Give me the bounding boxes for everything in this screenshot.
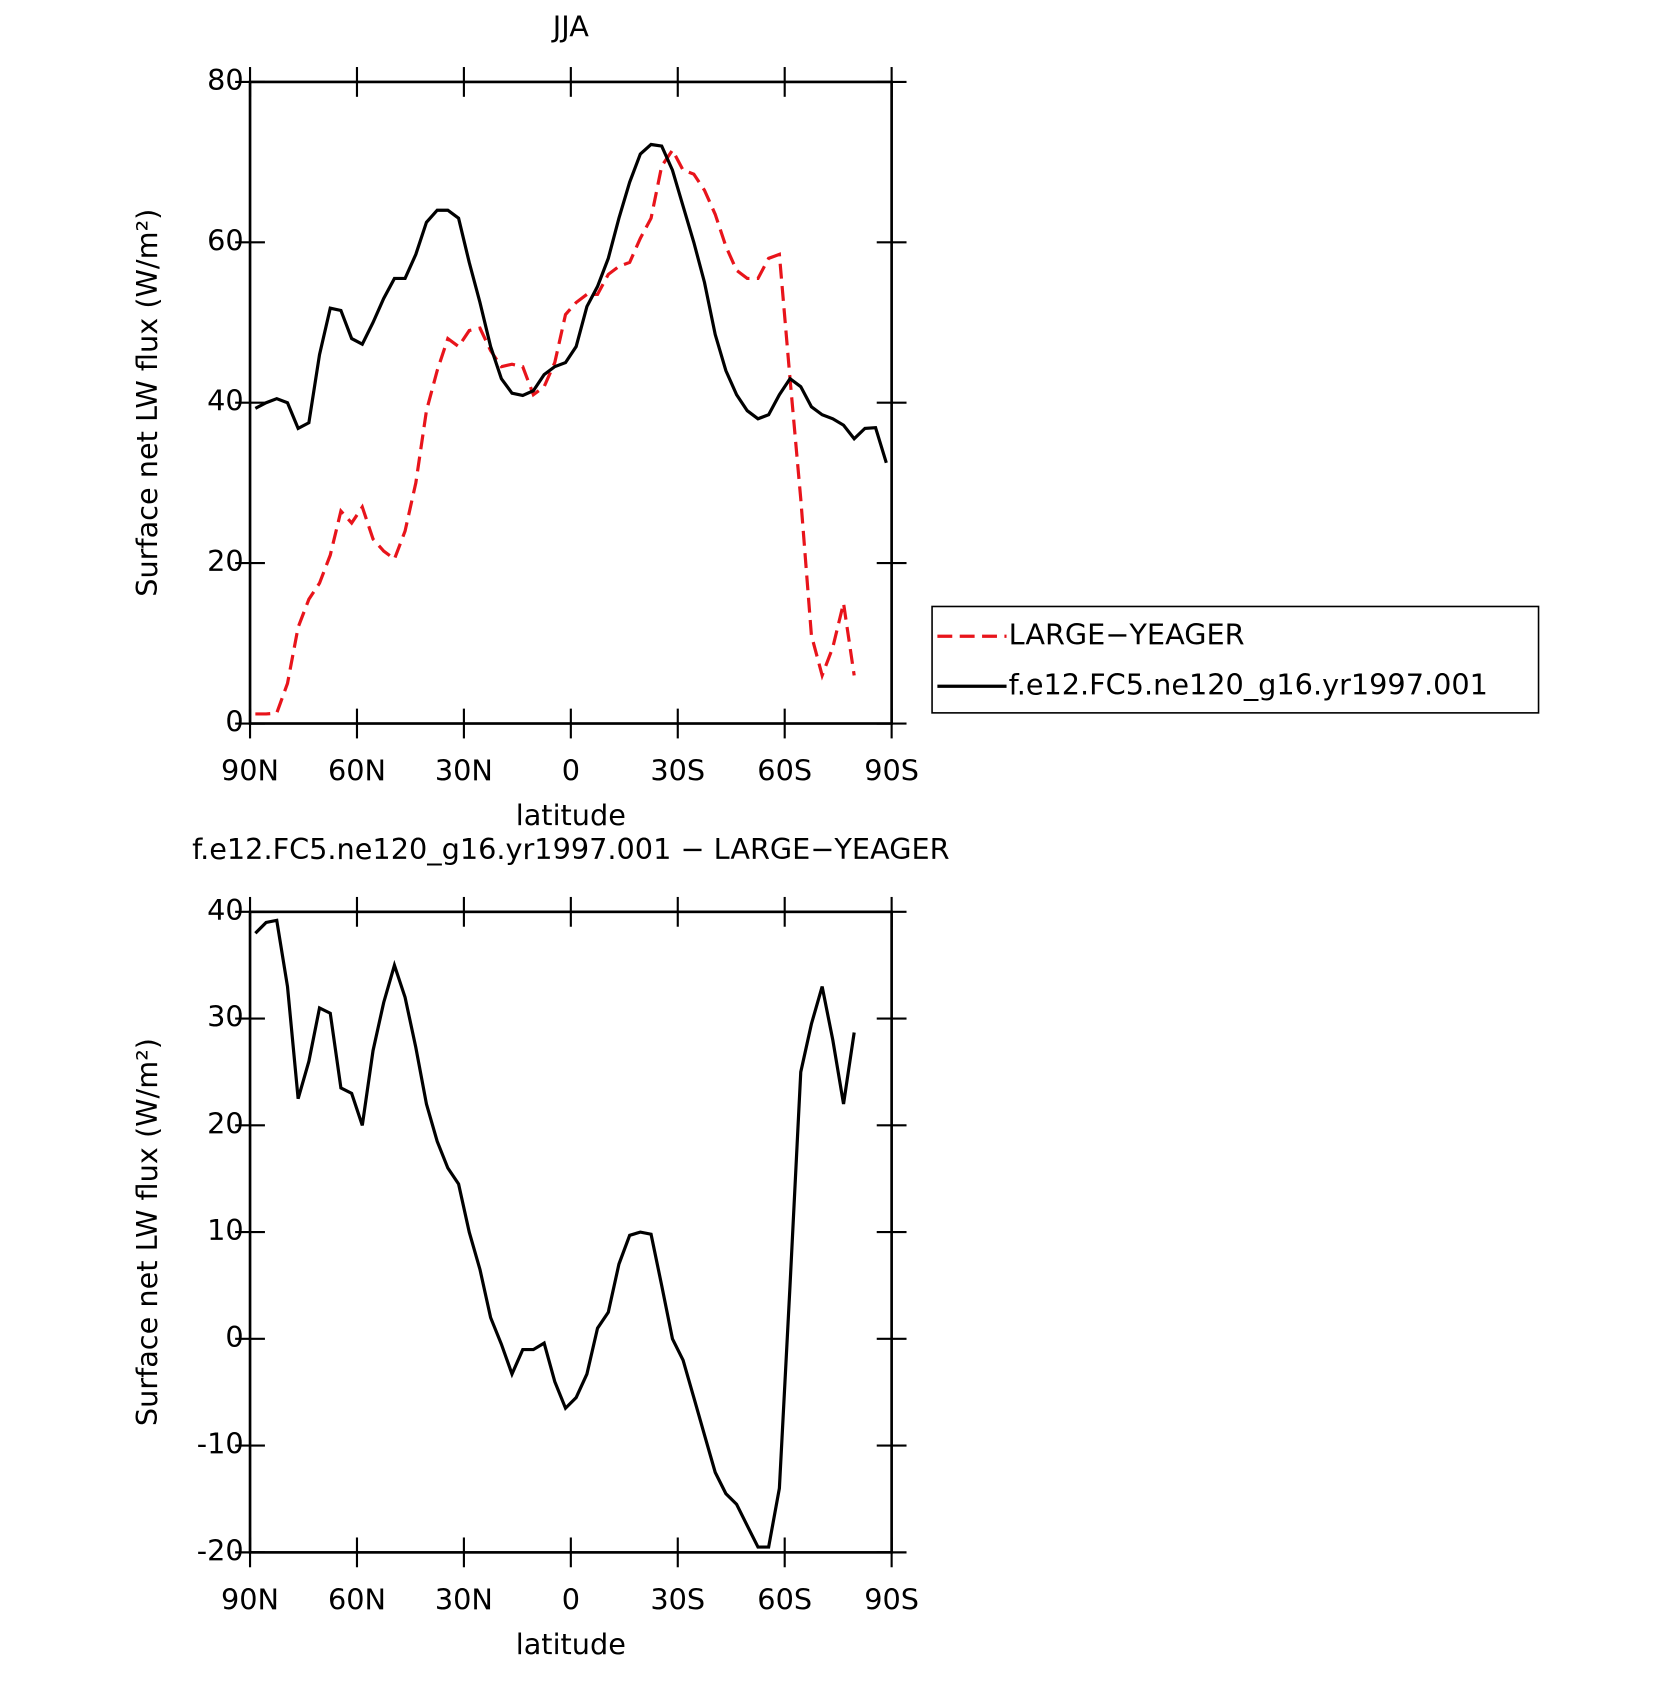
plot-frame [248,80,893,725]
y-axis-label: Surface net LW flux (W/m²) [130,209,164,597]
data-line [254,142,888,464]
x-tick-label: 90S [864,753,919,787]
x-tick-label: 30S [650,753,705,787]
x-tick-label: 90N [221,1582,279,1616]
x-tick-label: 0 [562,1582,580,1616]
x-tick-label: 60S [757,1582,812,1616]
x-axis-label: latitude [516,1627,626,1661]
x-axis-label: latitude [516,798,626,832]
legend-box [931,605,1540,714]
y-tick-label: 20 [207,1106,244,1140]
chart-title: f.e12.FC5.ne120_g16.yr1997.001 − LARGE−Y… [192,832,950,866]
x-tick-label: 90S [864,1582,919,1616]
x-tick-label: 30S [650,1582,705,1616]
x-tick-label: 0 [562,753,580,787]
chart-title: JJA [551,10,589,44]
y-tick-label: 80 [207,63,244,97]
y-tick-label: 0 [225,1320,243,1354]
x-tick-label: 30N [435,1582,493,1616]
y-tick-label: -20 [197,1533,244,1567]
x-tick-label: 60N [328,753,386,787]
x-tick-label: 30N [435,753,493,787]
y-tick-label: 60 [207,223,244,257]
x-tick-label: 60N [328,1582,386,1616]
legend-label: LARGE−YEAGER [1009,617,1245,651]
y-tick-label: 10 [207,1213,244,1247]
y-tick-label: -10 [197,1427,244,1461]
y-tick-label: 30 [207,1000,244,1034]
y-axis-label: Surface net LW flux (W/m²) [130,1038,164,1426]
data-line [254,918,856,1549]
y-tick-label: 0 [225,705,243,739]
x-tick-label: 90N [221,753,279,787]
legend-label: f.e12.FC5.ne120_g16.yr1997.001 [1009,667,1488,701]
x-tick-label: 60S [757,753,812,787]
plot-frame [248,910,893,1554]
plot-group: JJA 0 20 40 60 80 90N 60N 30N 0 30S 60S 90S latitude S… [130,10,1540,1661]
y-tick-label: 40 [207,893,244,927]
y-tick-label: 40 [207,384,244,418]
y-tick-label: 20 [207,544,244,578]
data-line [255,147,856,716]
